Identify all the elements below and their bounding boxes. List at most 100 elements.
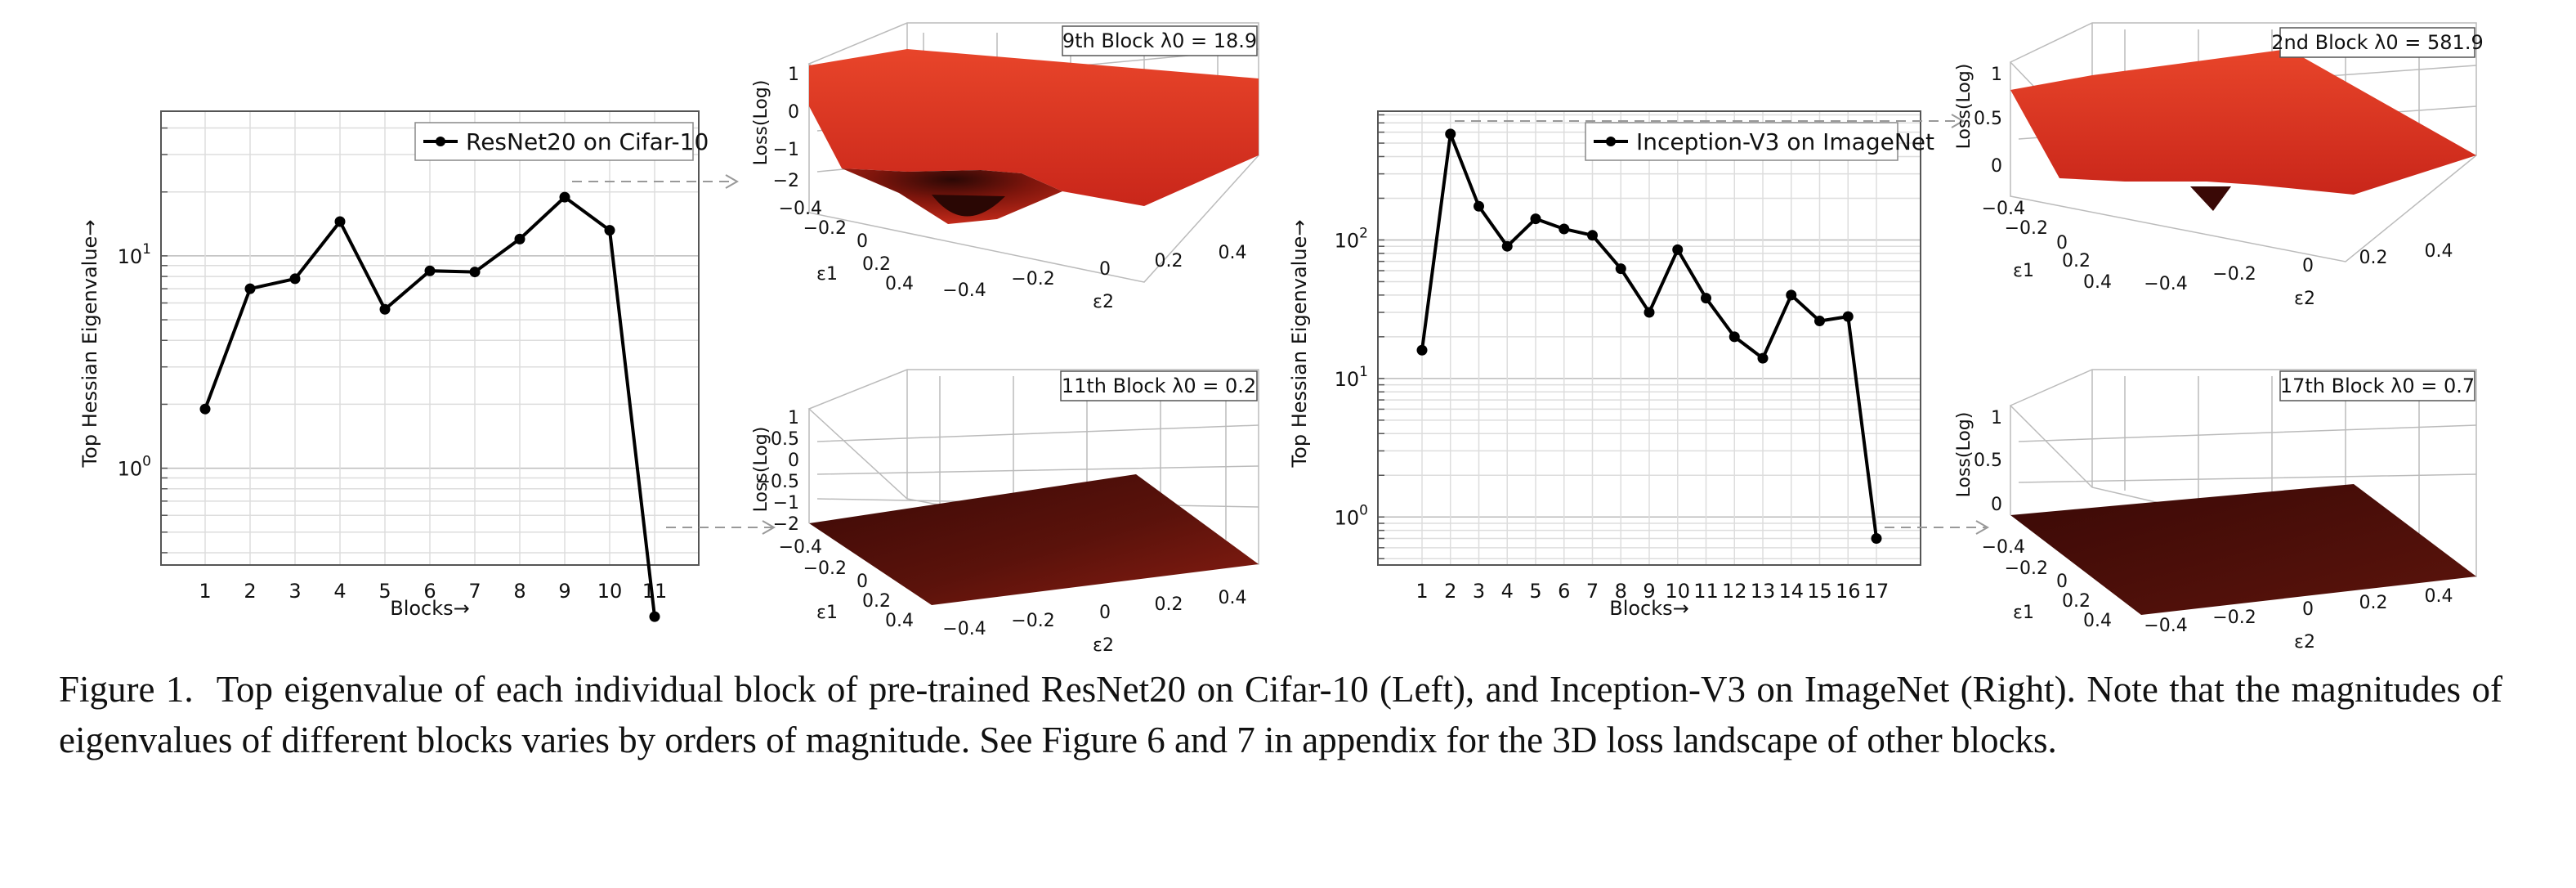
data-point: [1871, 532, 1882, 544]
data-point: [1814, 316, 1825, 327]
x-tick-label: 12: [1722, 580, 1747, 603]
e1-tick: −0.4: [779, 199, 822, 219]
surface-title-box: [2279, 370, 2475, 401]
e2-tick: 0: [1099, 259, 1111, 280]
z-axis-label: Loss(Log): [751, 80, 771, 166]
surface-minimum: [932, 195, 1005, 217]
z-tick: 1: [1991, 65, 2002, 85]
e2-tick: 0: [2302, 256, 2314, 276]
e2-tick: 0.4: [1219, 588, 1247, 608]
surface-title-box: [1062, 25, 1258, 56]
y-axis-label: Top Hessian Eigenvalue→: [78, 220, 101, 469]
e1-tick: −0.2: [2005, 558, 2048, 579]
z-tick: −2: [773, 171, 799, 191]
surface-minimum: [2190, 186, 2231, 211]
e1-ticks: −0.4 −0.2 0 0.2 0.4: [1982, 537, 2112, 631]
x-tick-label: 7: [1586, 580, 1599, 603]
surface-11th-block: 11th Block λ0 = 0.2 Loss(Log) 1 0.5 0 −0…: [751, 369, 1259, 656]
connector-arrowheads: [725, 114, 1990, 535]
x-tick-label: 4: [333, 580, 346, 603]
z-tick: 0.5: [771, 429, 799, 450]
surface-title-box: [2279, 27, 2475, 58]
e2-ticks: −0.4 −0.2 0 0.2 0.4: [2144, 586, 2453, 636]
y-tick-label: 101: [118, 241, 151, 268]
x-tick-label: 2: [1444, 580, 1456, 603]
e2-tick: −0.4: [942, 619, 986, 639]
legend-text: ResNet20 on Cifar-10: [466, 128, 709, 155]
e2-label: ε2: [1093, 635, 1114, 656]
y-axis-label: Top Hessian Eigenvalue→: [1288, 220, 1311, 469]
data-point: [424, 265, 436, 276]
z-tick: −1: [773, 493, 799, 514]
e2-tick: −0.4: [2144, 274, 2187, 294]
x-tick-label: 3: [288, 580, 301, 603]
surface-title: 2nd Block λ0 = 581.9: [2271, 31, 2483, 54]
x-tick-label: 16: [1836, 580, 1861, 603]
e2-ticks: −0.4 −0.2 0 0.2 0.4: [942, 243, 1246, 301]
x-tick-label: 6: [1558, 580, 1570, 603]
legend-box: [414, 122, 694, 161]
legend-box: [1585, 122, 1898, 161]
x-tick-label: 10: [597, 580, 623, 603]
e2-tick: −0.2: [1011, 269, 1054, 289]
e1-label: ε1: [816, 264, 838, 285]
z-ticks: 1 0 −1 −2: [773, 65, 799, 191]
caption-text: Top eigenvalue of each individual block …: [59, 669, 2502, 760]
data-point: [289, 273, 301, 285]
arrowhead-9th: [725, 174, 740, 189]
x-axis-label: Blocks→: [1609, 597, 1689, 620]
e2-tick: 0.2: [1155, 251, 1183, 271]
e1-tick: 0.2: [862, 254, 891, 275]
surface-top: [809, 49, 1259, 206]
data-point: [1445, 128, 1456, 140]
e2-tick: −0.2: [1011, 611, 1054, 631]
x-tick-label: 5: [1529, 580, 1541, 603]
legend-text: Inception-V3 on ImageNet: [1636, 128, 1934, 155]
e2-tick: 0.4: [1219, 243, 1247, 263]
y-tick-label: 102: [1335, 225, 1368, 252]
e2-tick: 0.2: [2359, 593, 2388, 613]
e2-tick: −0.2: [2212, 264, 2256, 285]
plot-frame: [1377, 110, 1921, 566]
x-tick-label: 17: [1864, 580, 1890, 603]
surface-title: 9th Block λ0 = 18.9: [1062, 29, 1257, 52]
arrowhead-17th: [1975, 520, 1990, 535]
e1-label: ε1: [2013, 603, 2034, 623]
data-point: [1757, 352, 1769, 364]
data-point: [1559, 223, 1570, 235]
plot-frame: [160, 110, 700, 566]
caption-label: Figure 1.: [59, 669, 194, 710]
e2-tick: 0: [1099, 603, 1111, 623]
z-tick: 0: [788, 451, 799, 471]
x-tick-label: 3: [1473, 580, 1485, 603]
y-tick-label: 100: [1335, 502, 1368, 529]
x-tick-label: 8: [513, 580, 525, 603]
e1-tick: −0.4: [1982, 537, 2025, 558]
e2-tick: 0.2: [2359, 248, 2388, 268]
z-tick: 1: [788, 65, 799, 85]
e1-tick: 0: [856, 572, 868, 592]
data-point: [1501, 240, 1513, 252]
data-point: [649, 611, 660, 622]
z-tick: −0.5: [756, 472, 799, 492]
e1-label: ε1: [816, 603, 838, 623]
grid: [1378, 111, 1921, 565]
data-point: [1729, 331, 1740, 343]
e1-tick: 0.4: [885, 611, 914, 631]
z-tick: −2: [773, 514, 799, 535]
x-tick-label: 8: [1615, 580, 1627, 603]
arrowhead-11th: [762, 520, 776, 535]
series-points: [199, 191, 660, 622]
z-tick: 0: [1991, 495, 2002, 515]
data-point: [244, 283, 256, 294]
data-point: [469, 267, 481, 278]
x-tick-label: 5: [378, 580, 391, 603]
e1-ticks: −0.4 −0.2 0 0.2 0.4: [779, 537, 914, 631]
data-point: [1701, 293, 1711, 304]
z-tick: 0: [1991, 156, 2002, 177]
e1-tick: −0.4: [779, 537, 822, 558]
x-tick-label: 11: [642, 580, 668, 603]
x-tick-label: 14: [1778, 580, 1804, 603]
